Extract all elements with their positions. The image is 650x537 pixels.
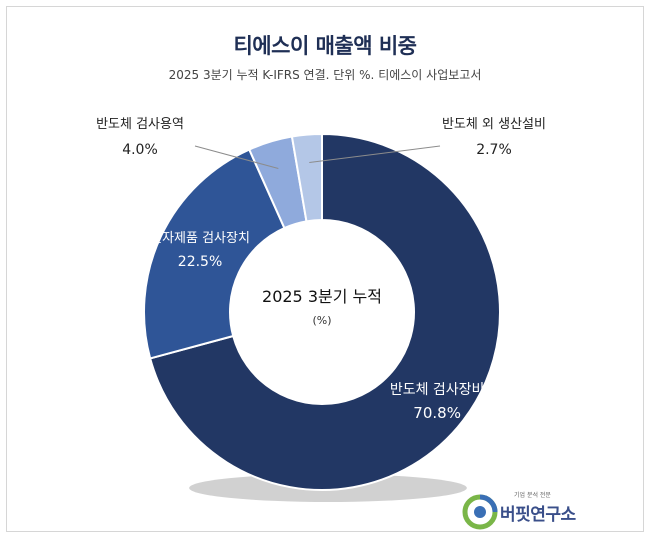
slice-value-3: 4.0% [122, 142, 158, 158]
slice-label-4: 반도체 외 생산설비 [442, 117, 546, 132]
chart-subtitle: 2025 3분기 누적 K-IFRS 연결. 단위 %. 티에스이 사업보고서 [168, 68, 482, 82]
slice-value-4: 2.7% [476, 142, 512, 158]
slice-1 [148, 132, 501, 491]
chart-title: 티에스이 매출액 비중 [233, 34, 417, 58]
leader-line-3 [194, 145, 279, 169]
slice-4 [290, 132, 323, 223]
slice-value-1: 70.8% [413, 404, 461, 422]
slice-label-1: 반도체 검사장비 [390, 382, 485, 398]
leader-line-4 [309, 145, 441, 164]
slice-value-2: 22.5% [178, 254, 222, 270]
slice-2 [143, 148, 286, 360]
brand-tagline: 기업 분석 전문 [514, 492, 551, 499]
slice-label-2: 전자제품 검사장치 [150, 231, 250, 246]
slice-label-3: 반도체 검사용역 [96, 117, 184, 132]
brand-name: 버핏연구소 [500, 505, 576, 525]
brand-logo-icon [462, 494, 498, 530]
center-title: 2025 3분기 누적 [262, 287, 382, 306]
center-unit: (%) [312, 314, 331, 327]
